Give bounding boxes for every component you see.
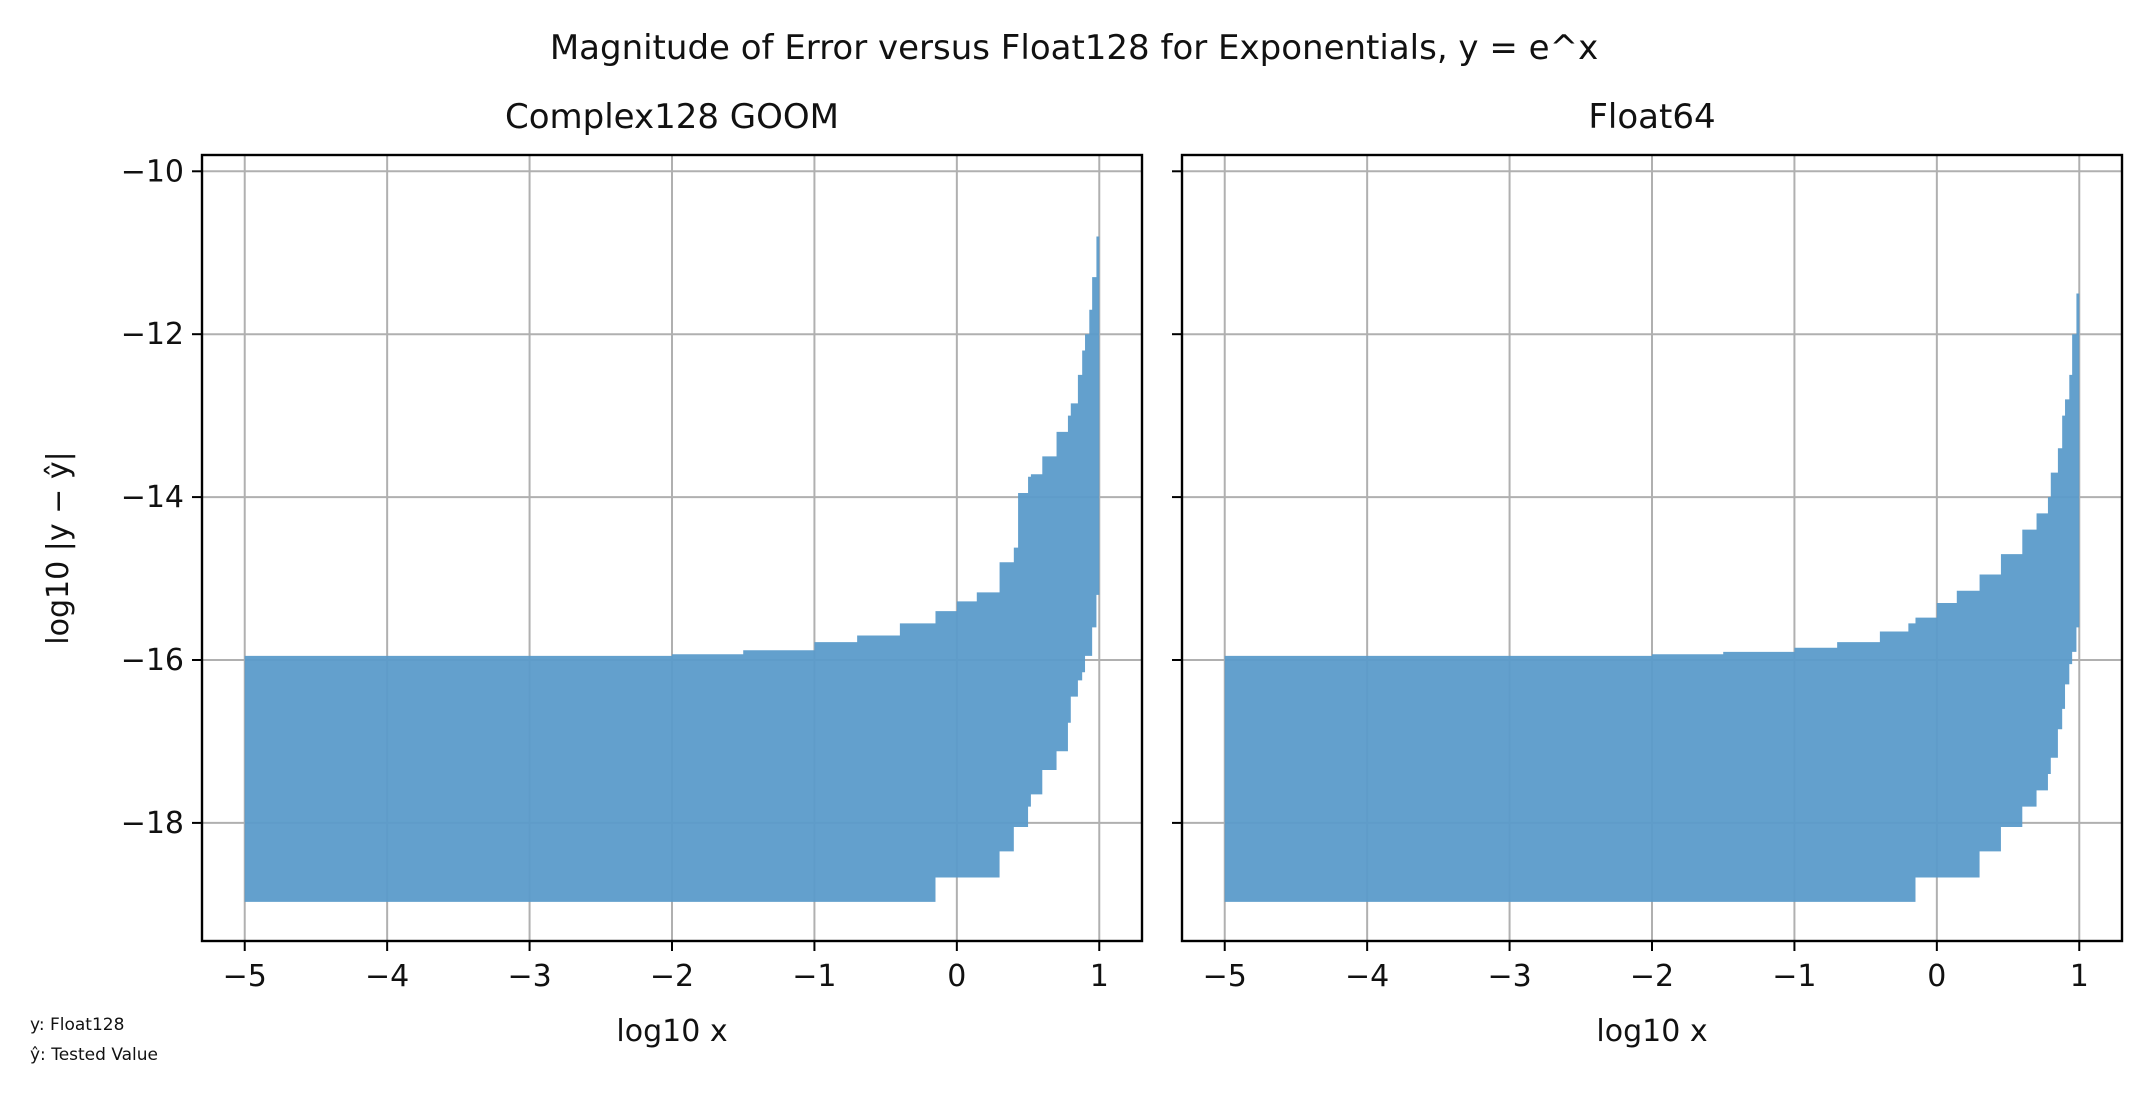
f64-xtick-label--3: −3 xyxy=(1487,959,1531,994)
f64-xtick-label-1: 1 xyxy=(2070,959,2089,994)
goom-panel-title: Complex128 GOOM xyxy=(505,97,839,137)
f64-xtick-label-0: 0 xyxy=(1927,959,1946,994)
goom-xlabel: log10 x xyxy=(616,1014,727,1049)
goom-ytick-label--18: −18 xyxy=(121,806,184,841)
goom-ytick-label--16: −16 xyxy=(121,643,184,678)
f64-xtick-label--5: −5 xyxy=(1203,959,1247,994)
goom-xtick-label--4: −4 xyxy=(365,959,409,994)
goom-xtick-label--2: −2 xyxy=(650,959,694,994)
goom-xtick-label-0: 0 xyxy=(947,959,966,994)
f64-error-band-0 xyxy=(1224,224,2080,902)
goom-ytick-label--12: −12 xyxy=(121,317,184,352)
footnote-line-2: ŷ: Tested Value xyxy=(30,1045,158,1065)
figure-title: Magnitude of Error versus Float128 for E… xyxy=(550,28,1598,68)
goom-ytick-label--14: −14 xyxy=(121,480,184,515)
footnote: y: Float128 ŷ: Tested Value xyxy=(30,1015,158,1065)
goom-xtick-label-1: 1 xyxy=(1090,959,1109,994)
goom-xtick-label--1: −1 xyxy=(792,959,836,994)
footnote-line-1: y: Float128 xyxy=(30,1015,124,1035)
goom-xtick-label--3: −3 xyxy=(507,959,551,994)
f64-xtick-label--2: −2 xyxy=(1630,959,1674,994)
f64-panel-title: Float64 xyxy=(1588,97,1715,137)
figure-title-text: Magnitude of Error versus Float128 for E… xyxy=(550,28,1598,68)
f64-xtick-label--4: −4 xyxy=(1345,959,1389,994)
goom-xtick-label--5: −5 xyxy=(223,959,267,994)
chart-float64: −5 −4 −3 −2 −1 0 1 Float64 log10 x xyxy=(1172,97,2124,1049)
goom-ytick-label--10: −10 xyxy=(121,154,184,189)
f64-xlabel: log10 x xyxy=(1596,1014,1707,1049)
goom-error-band-0 xyxy=(244,187,1100,902)
goom-ylabel: log10 |y − ŷ| xyxy=(41,451,76,644)
f64-xtick-label--1: −1 xyxy=(1772,959,1816,994)
